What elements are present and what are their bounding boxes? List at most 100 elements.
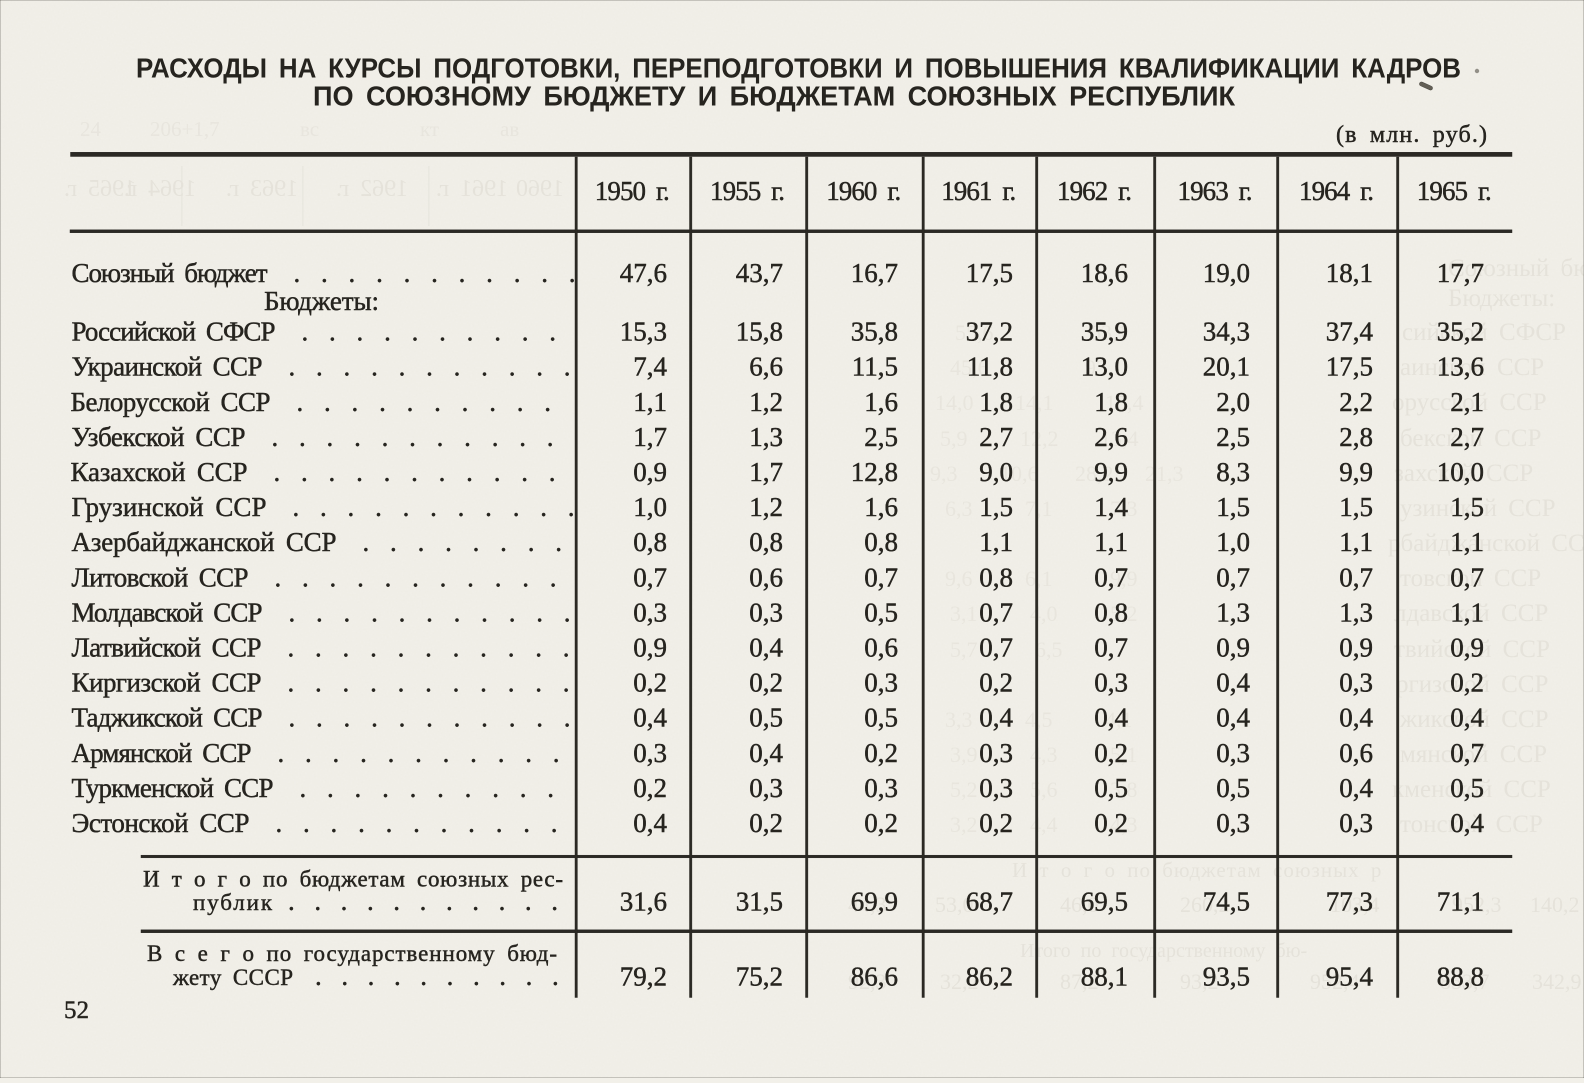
svg-text:14,1: 14,1	[1015, 390, 1054, 415]
svg-text:92,3: 92,3	[848, 969, 887, 994]
svg-text:Грузинской ССР: Грузинской ССР	[72, 492, 267, 522]
svg-text:И т о г о по бюджетам союзн: И т о г о по бюджетам союзных рес-	[143, 867, 563, 892]
svg-text:18,6: 18,6	[1081, 258, 1128, 288]
svg-text:79,2: 79,2	[620, 962, 667, 992]
svg-text:0,5: 0,5	[1094, 773, 1128, 803]
svg-text:Бюджеты:: Бюджеты:	[1448, 285, 1555, 312]
svg-text:1962 г.: 1962 г.	[336, 176, 408, 202]
svg-text:0,3: 0,3	[1216, 808, 1250, 838]
svg-text:0,3: 0,3	[749, 597, 783, 627]
svg-text:13,6: 13,6	[1437, 352, 1484, 382]
svg-text:3,2: 3,2	[950, 812, 978, 837]
svg-text:Эстонской ССР: Эстонской ССР	[72, 808, 250, 838]
svg-text:1,7: 1,7	[633, 422, 667, 452]
svg-text:Союзный бю: Союзный бю	[1448, 255, 1584, 282]
svg-text:лдавской ССР: лдавской ССР	[1394, 600, 1548, 627]
svg-text:93,1: 93,1	[1085, 355, 1124, 380]
svg-text:0,4: 0,4	[749, 633, 783, 663]
svg-text:кменской ССР: кменской ССР	[1392, 776, 1551, 803]
svg-text:15,3: 15,3	[620, 317, 667, 347]
svg-text:2,5: 2,5	[1216, 422, 1250, 452]
svg-text:17,5: 17,5	[966, 258, 1013, 288]
svg-text:35,9: 35,9	[1081, 317, 1128, 347]
svg-text:1960: 1960	[516, 176, 564, 202]
svg-text:93,5: 93,5	[1203, 962, 1250, 992]
svg-text:52: 52	[64, 997, 89, 1024]
svg-text:0,3: 0,3	[979, 773, 1013, 803]
svg-text:товской ССР: товской ССР	[1400, 565, 1541, 592]
svg-text:мянской ССР: мянской ССР	[1400, 741, 1547, 768]
svg-text:публик: публик	[193, 890, 273, 915]
svg-text:жикской ССР: жикской ССР	[1399, 706, 1549, 733]
svg-text:69,9: 69,9	[851, 887, 898, 917]
svg-text:бекской ССР: бекской ССР	[1400, 425, 1541, 452]
svg-text:0,8: 0,8	[979, 562, 1013, 592]
svg-text:7,3: 7,3	[1110, 496, 1138, 521]
svg-text:10,0: 10,0	[1437, 457, 1484, 487]
svg-text:орусской ССР: орусской ССР	[1392, 389, 1547, 416]
svg-text:93,2: 93,2	[1180, 969, 1219, 994]
svg-text:Российской СФСР: Российской СФСР	[72, 317, 276, 347]
svg-text:15,4: 15,4	[1105, 390, 1144, 415]
svg-text:0,7: 0,7	[1094, 633, 1128, 663]
svg-text:РАСХОДЫ НА КУРСЫ ПОДГОТОВКИ: РАСХОДЫ НА КУРСЫ ПОДГОТОВКИ, ПЕРЕПОДГОТО…	[136, 53, 1461, 84]
svg-text:0,5: 0,5	[864, 703, 898, 733]
svg-text:5,1: 5,1	[1110, 742, 1138, 767]
svg-text:0,8: 0,8	[633, 527, 667, 557]
svg-text:0,4: 0,4	[1450, 808, 1484, 838]
svg-text:88,8: 88,8	[1437, 962, 1484, 992]
svg-text:0,4: 0,4	[979, 703, 1013, 733]
svg-text:Итого по государственному б: Итого по государственному бю-	[1020, 940, 1307, 962]
svg-text:1,6: 1,6	[864, 387, 898, 417]
svg-text:0,8: 0,8	[749, 527, 783, 557]
svg-text:0,7: 0,7	[633, 562, 667, 592]
svg-text:ав: ав	[500, 117, 519, 141]
svg-text:Армянской ССР: Армянской ССР	[72, 738, 252, 768]
svg-text:0,6: 0,6	[1339, 738, 1373, 768]
svg-text:1964 г.: 1964 г.	[124, 176, 196, 202]
svg-text:кт: кт	[420, 117, 439, 141]
svg-text:206+1,7: 206+1,7	[150, 117, 220, 141]
svg-text:31,5: 31,5	[736, 887, 783, 917]
svg-text:0,3: 0,3	[864, 773, 898, 803]
svg-text:Казахской ССР: Казахской ССР	[71, 457, 248, 487]
svg-text:0,5: 0,5	[864, 597, 898, 627]
svg-text:2,8: 2,8	[1339, 422, 1373, 452]
svg-text:140,2: 140,2	[1530, 892, 1580, 917]
svg-text:1965 г.: 1965 г.	[64, 176, 136, 202]
svg-text:2,0: 2,0	[1216, 387, 1250, 417]
svg-text:0,4: 0,4	[1216, 703, 1250, 733]
svg-text:6,5: 6,5	[1035, 637, 1063, 662]
svg-text:1,5: 1,5	[979, 492, 1013, 522]
svg-text:0,3: 0,3	[633, 597, 667, 627]
svg-text:ПО СОЮЗНОМУ БЮДЖЕТУ И БЮДЖ: ПО СОЮЗНОМУ БЮДЖЕТУ И БЮДЖЕТАМ СОЮЗНЫХ Р…	[313, 81, 1235, 112]
svg-text:9,6: 9,6	[945, 566, 973, 591]
svg-text:1963 г.: 1963 г.	[226, 176, 298, 202]
svg-text:твийской ССР: твийской ССР	[1394, 636, 1550, 663]
svg-text:рбайджанской ССР: рбайджанской ССР	[1388, 530, 1584, 557]
svg-text:77,3: 77,3	[1326, 887, 1373, 917]
svg-text:0,7: 0,7	[979, 633, 1013, 663]
svg-text:69,5: 69,5	[1081, 887, 1128, 917]
svg-text:1,2: 1,2	[749, 387, 783, 417]
svg-text:0,2: 0,2	[979, 668, 1013, 698]
svg-text:1,3: 1,3	[1339, 597, 1373, 627]
svg-text:68,7: 68,7	[966, 887, 1013, 917]
svg-text:2,7: 2,7	[1450, 422, 1484, 452]
svg-text:0,2: 0,2	[749, 808, 783, 838]
svg-text:13,4: 13,4	[1100, 426, 1139, 451]
svg-text:75,2: 75,2	[736, 962, 783, 992]
svg-text:0,4: 0,4	[633, 703, 667, 733]
svg-text:17,5: 17,5	[1326, 352, 1373, 382]
svg-text:12,2: 12,2	[1020, 426, 1059, 451]
svg-text:0,6: 0,6	[749, 562, 783, 592]
svg-text:0,7: 0,7	[1339, 562, 1373, 592]
svg-text:3,8: 3,8	[1110, 777, 1138, 802]
svg-text:Молдавской ССР: Молдавской ССР	[72, 597, 263, 627]
svg-text:20,1: 20,1	[1203, 352, 1250, 382]
svg-text:4,5: 4,5	[1025, 707, 1053, 732]
svg-text:9,3: 9,3	[930, 461, 958, 486]
svg-text:0,4: 0,4	[1339, 773, 1373, 803]
svg-text:0,7: 0,7	[979, 597, 1013, 627]
svg-text:1955 г.: 1955 г.	[710, 176, 785, 206]
